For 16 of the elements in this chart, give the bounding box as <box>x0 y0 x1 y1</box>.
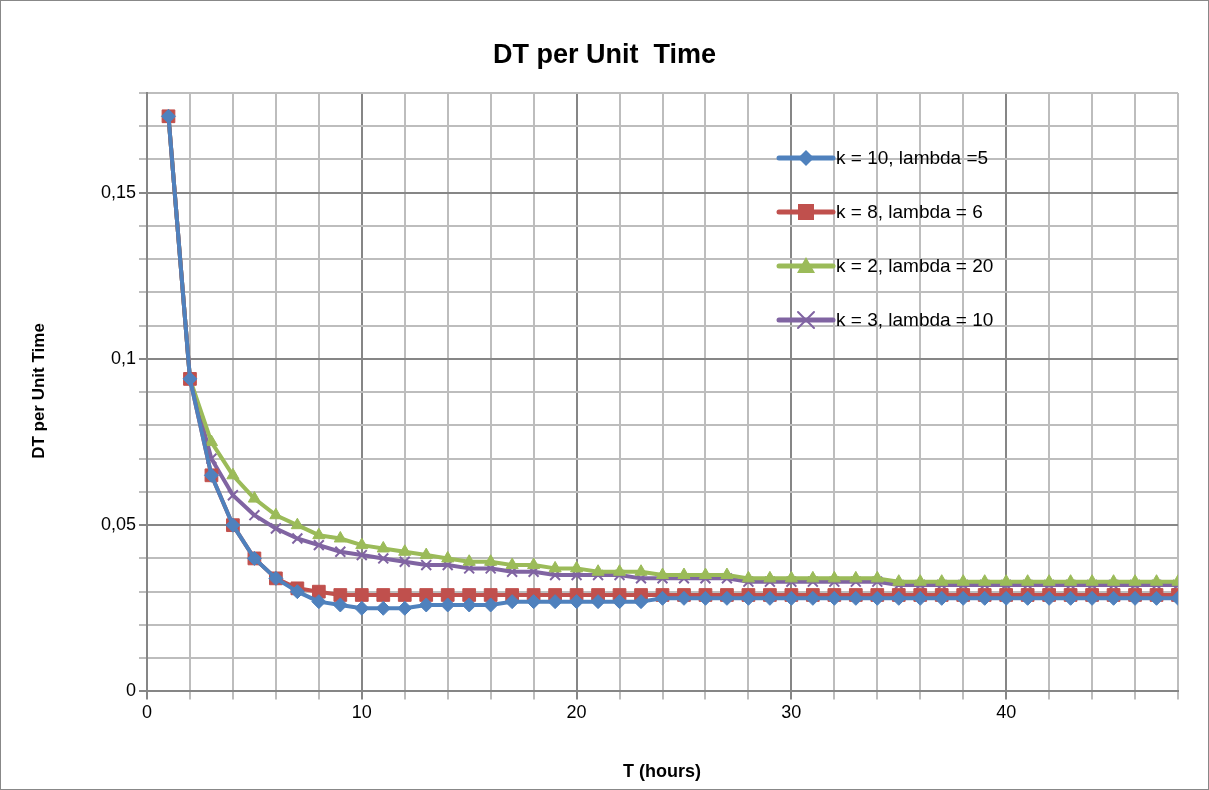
y-tick-label: 0,1 <box>110 347 136 368</box>
legend-label: k = 2, lambda = 20 <box>836 255 994 277</box>
legend-label: k = 10, lambda =5 <box>836 147 989 169</box>
legend-label: k = 3, lambda = 10 <box>836 309 994 331</box>
x-tick-label: 30 <box>781 702 802 723</box>
y-tick-label: 0,05 <box>100 514 136 535</box>
x-tick-label: 40 <box>996 702 1017 723</box>
x-axis-title: T (hours) <box>622 761 702 782</box>
y-tick-label: 0,15 <box>100 181 136 202</box>
x-tick-label: 20 <box>566 702 587 723</box>
legend-label: k = 8, lambda = 6 <box>836 201 983 223</box>
x-tick-label: 0 <box>141 702 153 723</box>
chart-title: DT per Unit Time <box>492 39 717 70</box>
x-tick-label: 10 <box>351 702 372 723</box>
y-tick-label: 0 <box>125 680 136 701</box>
y-axis-title: DT per Unit Time <box>29 323 49 459</box>
